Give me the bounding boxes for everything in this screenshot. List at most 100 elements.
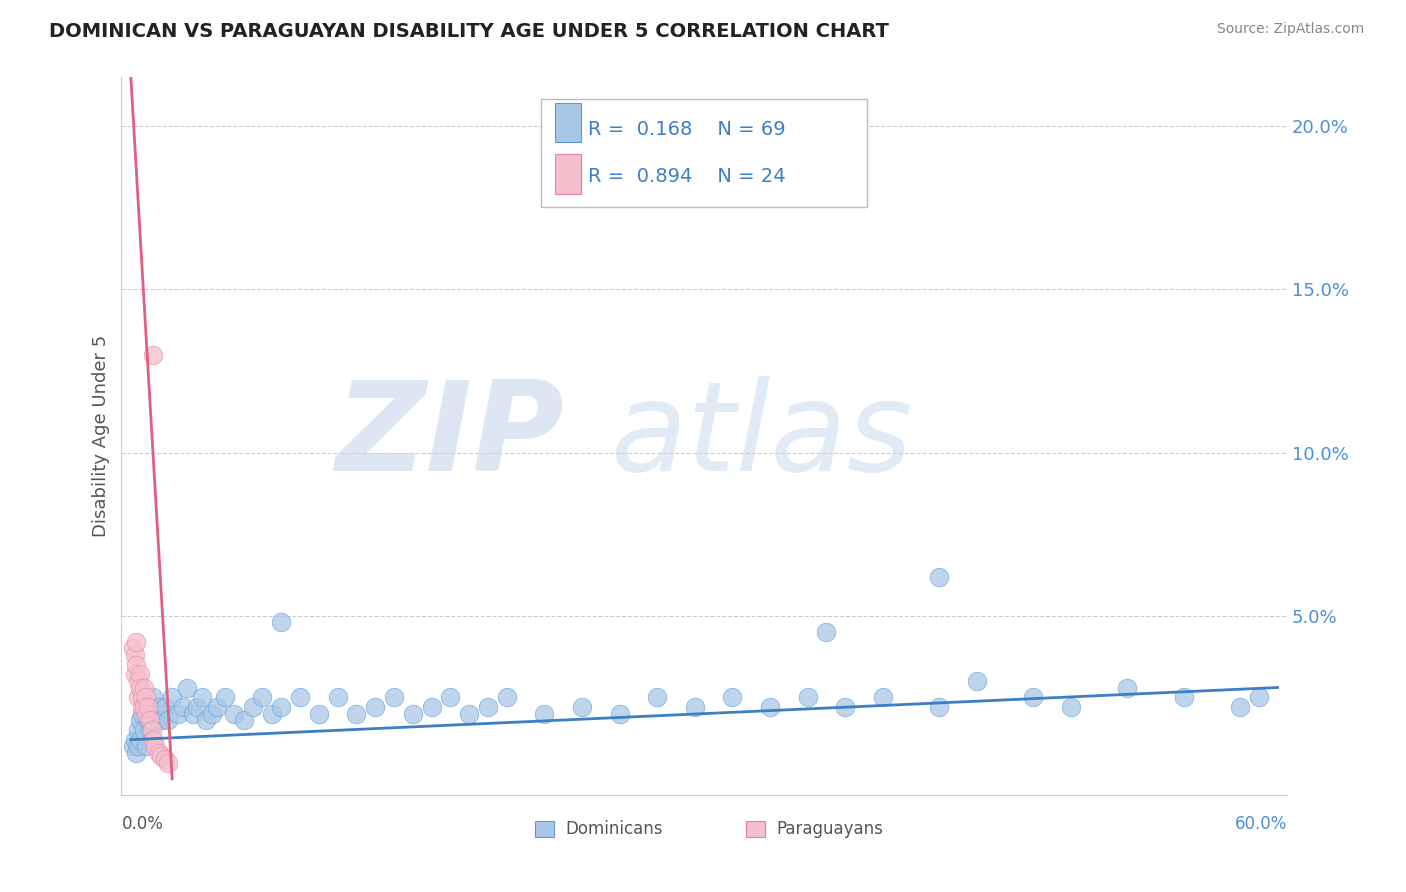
Point (131, 706, 153, 721)
Point (143, 713, 166, 727)
Point (759, 700, 782, 714)
Point (214, 690, 236, 705)
Text: R =  0.168    N = 69: R = 0.168 N = 69 (588, 120, 786, 138)
Point (132, 723, 155, 737)
Point (420, 700, 443, 714)
Point (135, 739, 157, 754)
Point (191, 690, 214, 705)
Point (232, 713, 254, 727)
Point (1173, 690, 1195, 705)
Text: Source: ZipAtlas.com: Source: ZipAtlas.com (1216, 22, 1364, 37)
Point (136, 713, 159, 727)
Point (683, 700, 706, 714)
Point (124, 732, 146, 747)
Point (195, 713, 218, 727)
Point (1022, 690, 1045, 705)
Point (1247, 690, 1270, 705)
Point (166, 706, 188, 721)
Point (207, 700, 229, 714)
Point (136, 700, 159, 714)
Point (260, 706, 283, 721)
Point (458, 706, 481, 721)
Point (148, 746, 170, 760)
Point (186, 700, 208, 714)
Point (127, 739, 149, 754)
Point (270, 615, 292, 630)
Point (796, 690, 818, 705)
Point (124, 667, 146, 681)
Point (242, 700, 264, 714)
Point (872, 690, 894, 705)
Point (121, 641, 143, 656)
Point (135, 706, 157, 721)
Point (477, 700, 499, 714)
Point (1116, 681, 1139, 695)
Point (645, 690, 668, 705)
Point (131, 700, 153, 714)
Point (609, 706, 631, 721)
Point (176, 681, 198, 695)
Point (160, 690, 183, 705)
Point (132, 700, 155, 714)
Point (152, 706, 174, 721)
Point (402, 706, 425, 721)
Point (308, 706, 330, 721)
Point (1060, 700, 1083, 714)
Point (270, 700, 292, 714)
Point (132, 681, 155, 695)
Point (121, 739, 143, 754)
Text: ZIP: ZIP (336, 376, 564, 497)
Point (966, 673, 988, 688)
Point (127, 723, 149, 737)
Point (224, 706, 246, 721)
Point (288, 690, 311, 705)
Point (125, 635, 148, 649)
Point (181, 706, 204, 721)
Text: DOMINICAN VS PARAGUAYAN DISABILITY AGE UNDER 5 CORRELATION CHART: DOMINICAN VS PARAGUAYAN DISABILITY AGE U… (49, 22, 889, 41)
Point (143, 739, 166, 754)
Text: atlas: atlas (612, 376, 912, 497)
Point (928, 700, 950, 714)
Text: R =  0.894    N = 24: R = 0.894 N = 24 (588, 167, 786, 186)
Point (815, 625, 838, 640)
Point (1229, 700, 1251, 714)
Point (129, 667, 152, 681)
Point (142, 348, 165, 362)
Point (252, 690, 274, 705)
Point (153, 752, 176, 766)
Point (146, 706, 169, 721)
Point (364, 700, 387, 714)
Point (153, 700, 176, 714)
Y-axis label: Disability Age Under 5: Disability Age Under 5 (93, 335, 110, 537)
Point (346, 706, 368, 721)
Text: Dominicans: Dominicans (565, 820, 662, 838)
Point (127, 673, 149, 688)
Text: 0.0%: 0.0% (121, 815, 163, 833)
Point (129, 681, 152, 695)
Point (149, 713, 172, 727)
Point (571, 700, 593, 714)
Point (142, 690, 165, 705)
Point (129, 713, 152, 727)
Point (157, 756, 180, 770)
Point (129, 732, 152, 747)
Point (125, 746, 148, 760)
Point (138, 700, 160, 714)
Point (382, 690, 405, 705)
Point (138, 713, 160, 727)
Point (148, 700, 170, 714)
Point (201, 706, 224, 721)
Point (172, 700, 194, 714)
Point (533, 706, 555, 721)
Point (721, 690, 744, 705)
Text: Paraguayans: Paraguayans (776, 820, 883, 838)
Point (157, 713, 180, 727)
Point (495, 690, 517, 705)
Point (131, 690, 153, 705)
Point (125, 657, 148, 672)
Point (141, 706, 163, 721)
Point (124, 648, 146, 662)
Text: 60.0%: 60.0% (1234, 815, 1286, 833)
Point (326, 690, 349, 705)
Point (142, 732, 165, 747)
